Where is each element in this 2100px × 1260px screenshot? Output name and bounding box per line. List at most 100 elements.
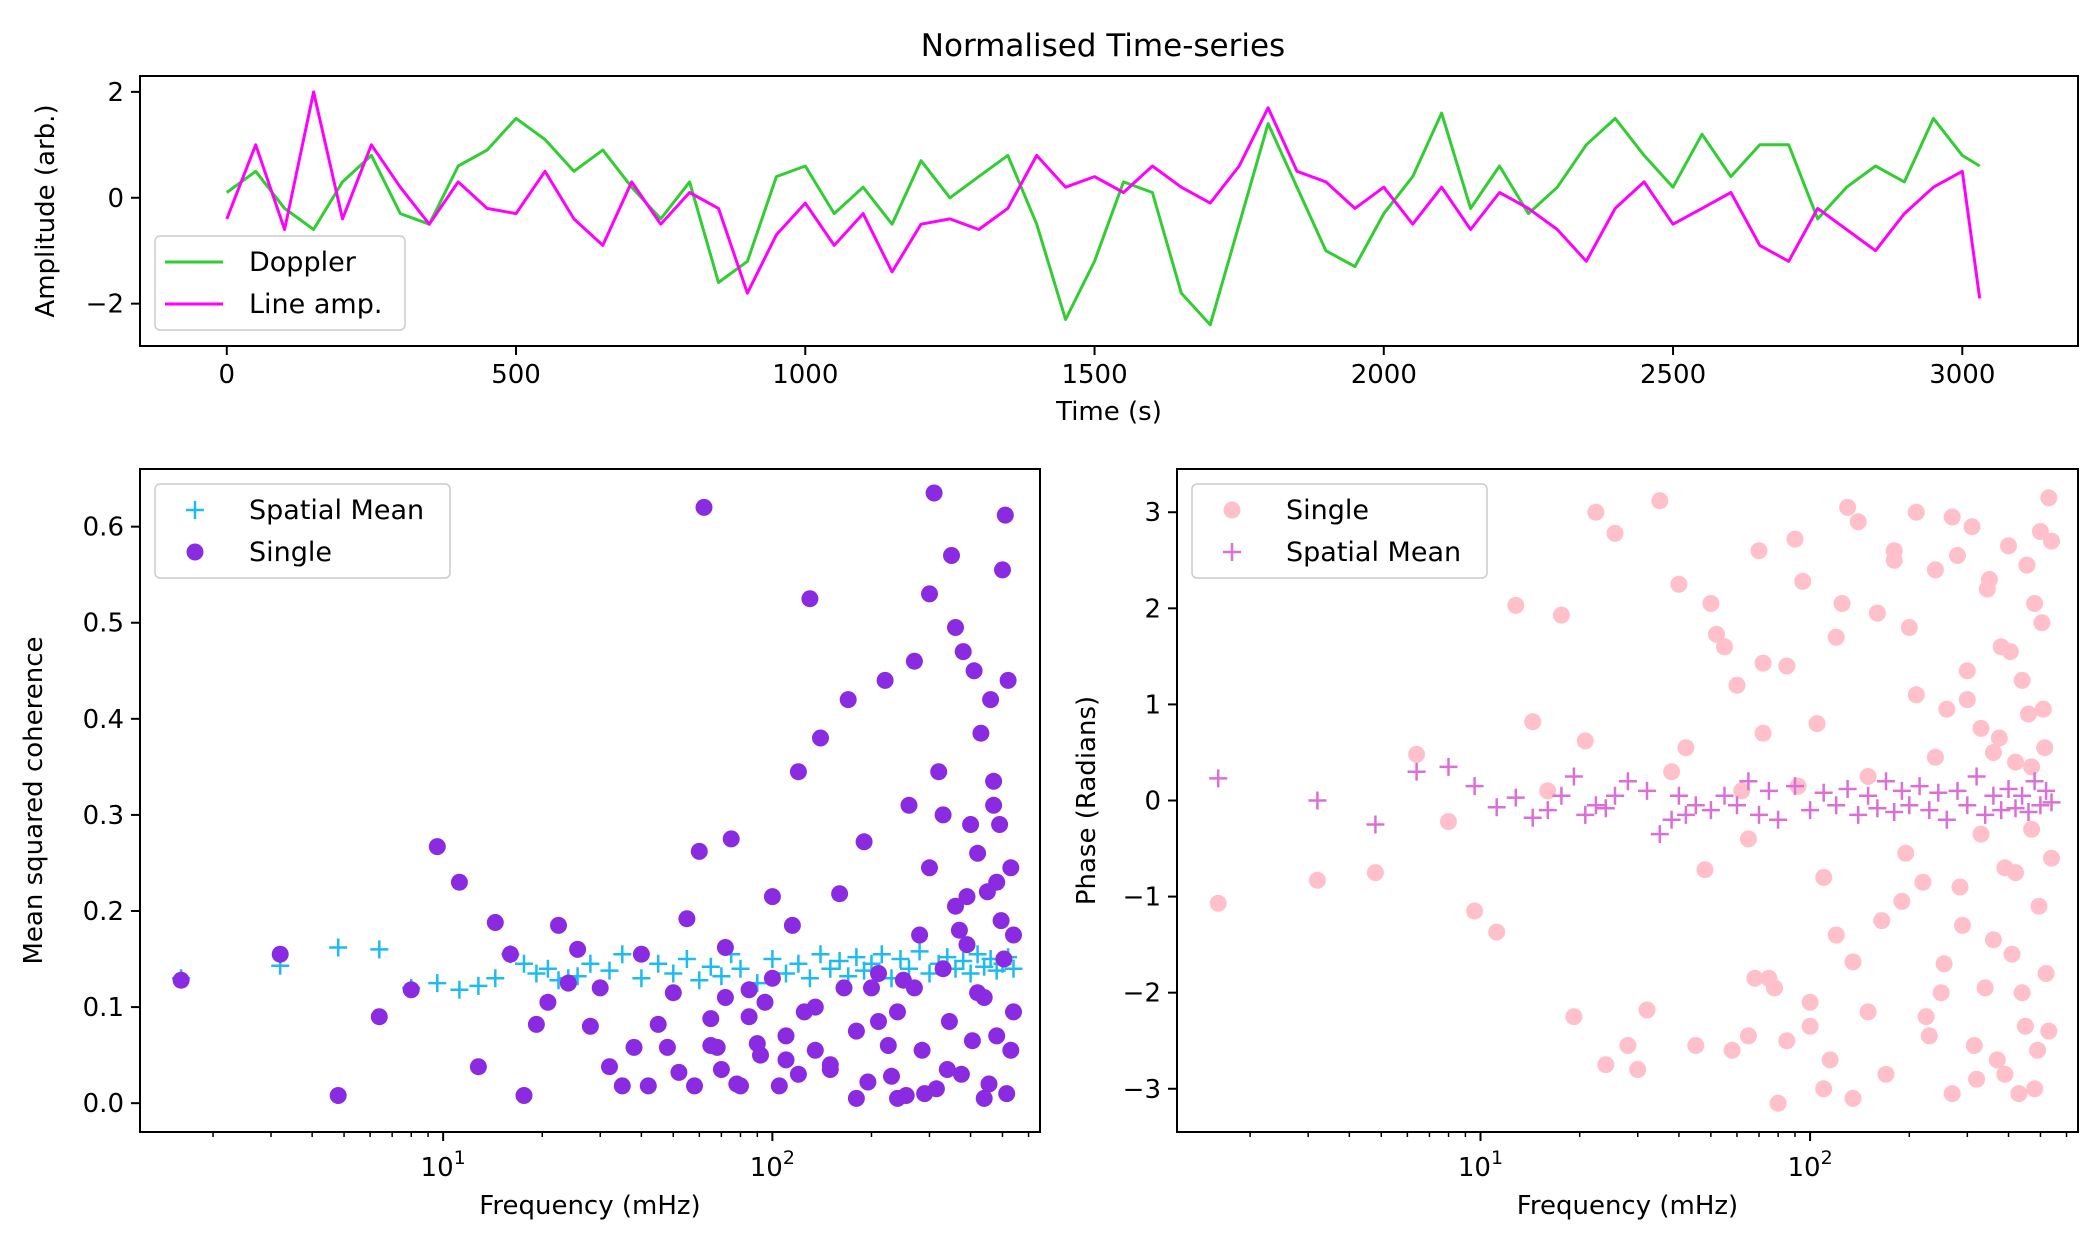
- series-line-line-amp: [225, 90, 1982, 299]
- data-point: [678, 910, 696, 928]
- data-point: [1677, 739, 1695, 757]
- data-point: [870, 1013, 887, 1030]
- data-point: [271, 945, 289, 963]
- x-tick-label: 0: [219, 360, 236, 390]
- data-point: [2043, 849, 2060, 867]
- data-point: [1754, 724, 1772, 742]
- data-point: [486, 969, 505, 988]
- data-point: [1733, 782, 1751, 800]
- data-point: [1849, 513, 1867, 531]
- data-point: [1606, 786, 1624, 805]
- data-point: [763, 950, 782, 968]
- data-point: [1877, 1065, 1895, 1083]
- data-point: [2013, 984, 2031, 1002]
- data-point: [1465, 777, 1484, 796]
- data-point: [930, 763, 948, 781]
- data-point: [756, 993, 774, 1011]
- data-point: [450, 873, 468, 891]
- data-point: [172, 971, 190, 989]
- data-point: [1844, 953, 1862, 971]
- data-point: [1999, 780, 2018, 798]
- data-point: [1958, 691, 1976, 709]
- timeseries-panel: Normalised Time-series −2 0 2 0 500 1000 1500 2…: [31, 28, 2079, 427]
- data-point: [2040, 1022, 2058, 1040]
- data-point: [938, 1061, 956, 1078]
- data-point: [2033, 614, 2051, 632]
- data-point: [1487, 798, 1506, 817]
- data-point: [538, 959, 557, 978]
- data-point: [806, 998, 824, 1016]
- data-point: [2037, 781, 2056, 800]
- data-point: [943, 547, 960, 564]
- data-point: [911, 926, 929, 944]
- data-point: [2023, 820, 2041, 838]
- data-point: [963, 1032, 981, 1050]
- data-point: [1539, 782, 1557, 800]
- timeseries-title: Normalised Time-series: [921, 28, 1285, 64]
- data-point: [1859, 786, 1878, 805]
- data-point: [1662, 810, 1681, 829]
- data-point: [975, 989, 993, 1006]
- legend: Single Spatial Mean: [1191, 483, 1488, 579]
- data-point: [1651, 492, 1669, 510]
- data-point: [1938, 700, 1956, 718]
- data-point: [1972, 825, 1990, 843]
- data-point: [1676, 805, 1695, 824]
- data-point: [1868, 604, 1886, 622]
- data-point: [613, 1077, 631, 1095]
- data-point: [969, 844, 987, 862]
- data-point: [1996, 1065, 2014, 1083]
- data-point: [2003, 945, 2021, 963]
- data-point: [962, 816, 980, 833]
- y-tick-label: 2: [107, 78, 124, 108]
- data-point: [2007, 864, 2024, 882]
- data-point: [1002, 1041, 1020, 1059]
- x-tick-label: 101: [421, 1147, 466, 1183]
- data-point: [876, 671, 894, 689]
- y-axis-label: Phase (Radians): [1072, 696, 1102, 905]
- data-point: [1366, 864, 1384, 882]
- data-point: [1910, 777, 1929, 796]
- phase-panel: −3 −2 −1 0 1 2 3 101 102 Frequency (mHz) Phase (Ra…: [1072, 468, 2079, 1221]
- data-point: [329, 1087, 347, 1104]
- data-point: [1715, 786, 1734, 805]
- data-point: [1728, 796, 1746, 815]
- data-point: [1488, 923, 1506, 941]
- data-point: [1965, 1037, 1983, 1054]
- legend-label: Single: [1286, 495, 1369, 526]
- data-point: [800, 969, 819, 988]
- data-point: [1827, 628, 1845, 646]
- legend-box: [154, 235, 406, 331]
- data-point: [968, 945, 987, 964]
- data-point: [1708, 625, 1725, 643]
- data-point: [1786, 530, 1804, 548]
- data-point: [740, 1008, 758, 1026]
- data-point: [702, 1037, 720, 1054]
- data-point: [975, 1089, 993, 1107]
- y-tick-label: 0: [1144, 787, 1161, 817]
- data-point: [581, 1017, 599, 1035]
- data-point: [847, 1022, 865, 1040]
- data-point: [1638, 1001, 1656, 1019]
- data-point: [600, 961, 619, 980]
- data-point: [591, 979, 609, 997]
- data-point: [1618, 772, 1637, 791]
- legend-handle: [1223, 501, 1241, 519]
- data-point: [1702, 595, 1720, 612]
- data-point: [1976, 805, 1995, 824]
- data-point: [1907, 503, 1925, 521]
- data-point: [2037, 965, 2055, 982]
- data-point: [1739, 830, 1757, 848]
- data-point: [1907, 686, 1925, 704]
- data-point: [1914, 873, 1932, 891]
- data-point: [501, 945, 519, 963]
- data-point: [1951, 878, 1969, 896]
- data-point: [954, 643, 972, 661]
- data-point: [1900, 619, 1918, 636]
- data-point: [486, 914, 504, 931]
- data-point: [1552, 786, 1571, 805]
- data-point: [2029, 1041, 2047, 1059]
- y-tick-label: −2: [86, 290, 124, 320]
- data-point: [1723, 1041, 1741, 1059]
- x-tick-label: 1000: [772, 360, 838, 390]
